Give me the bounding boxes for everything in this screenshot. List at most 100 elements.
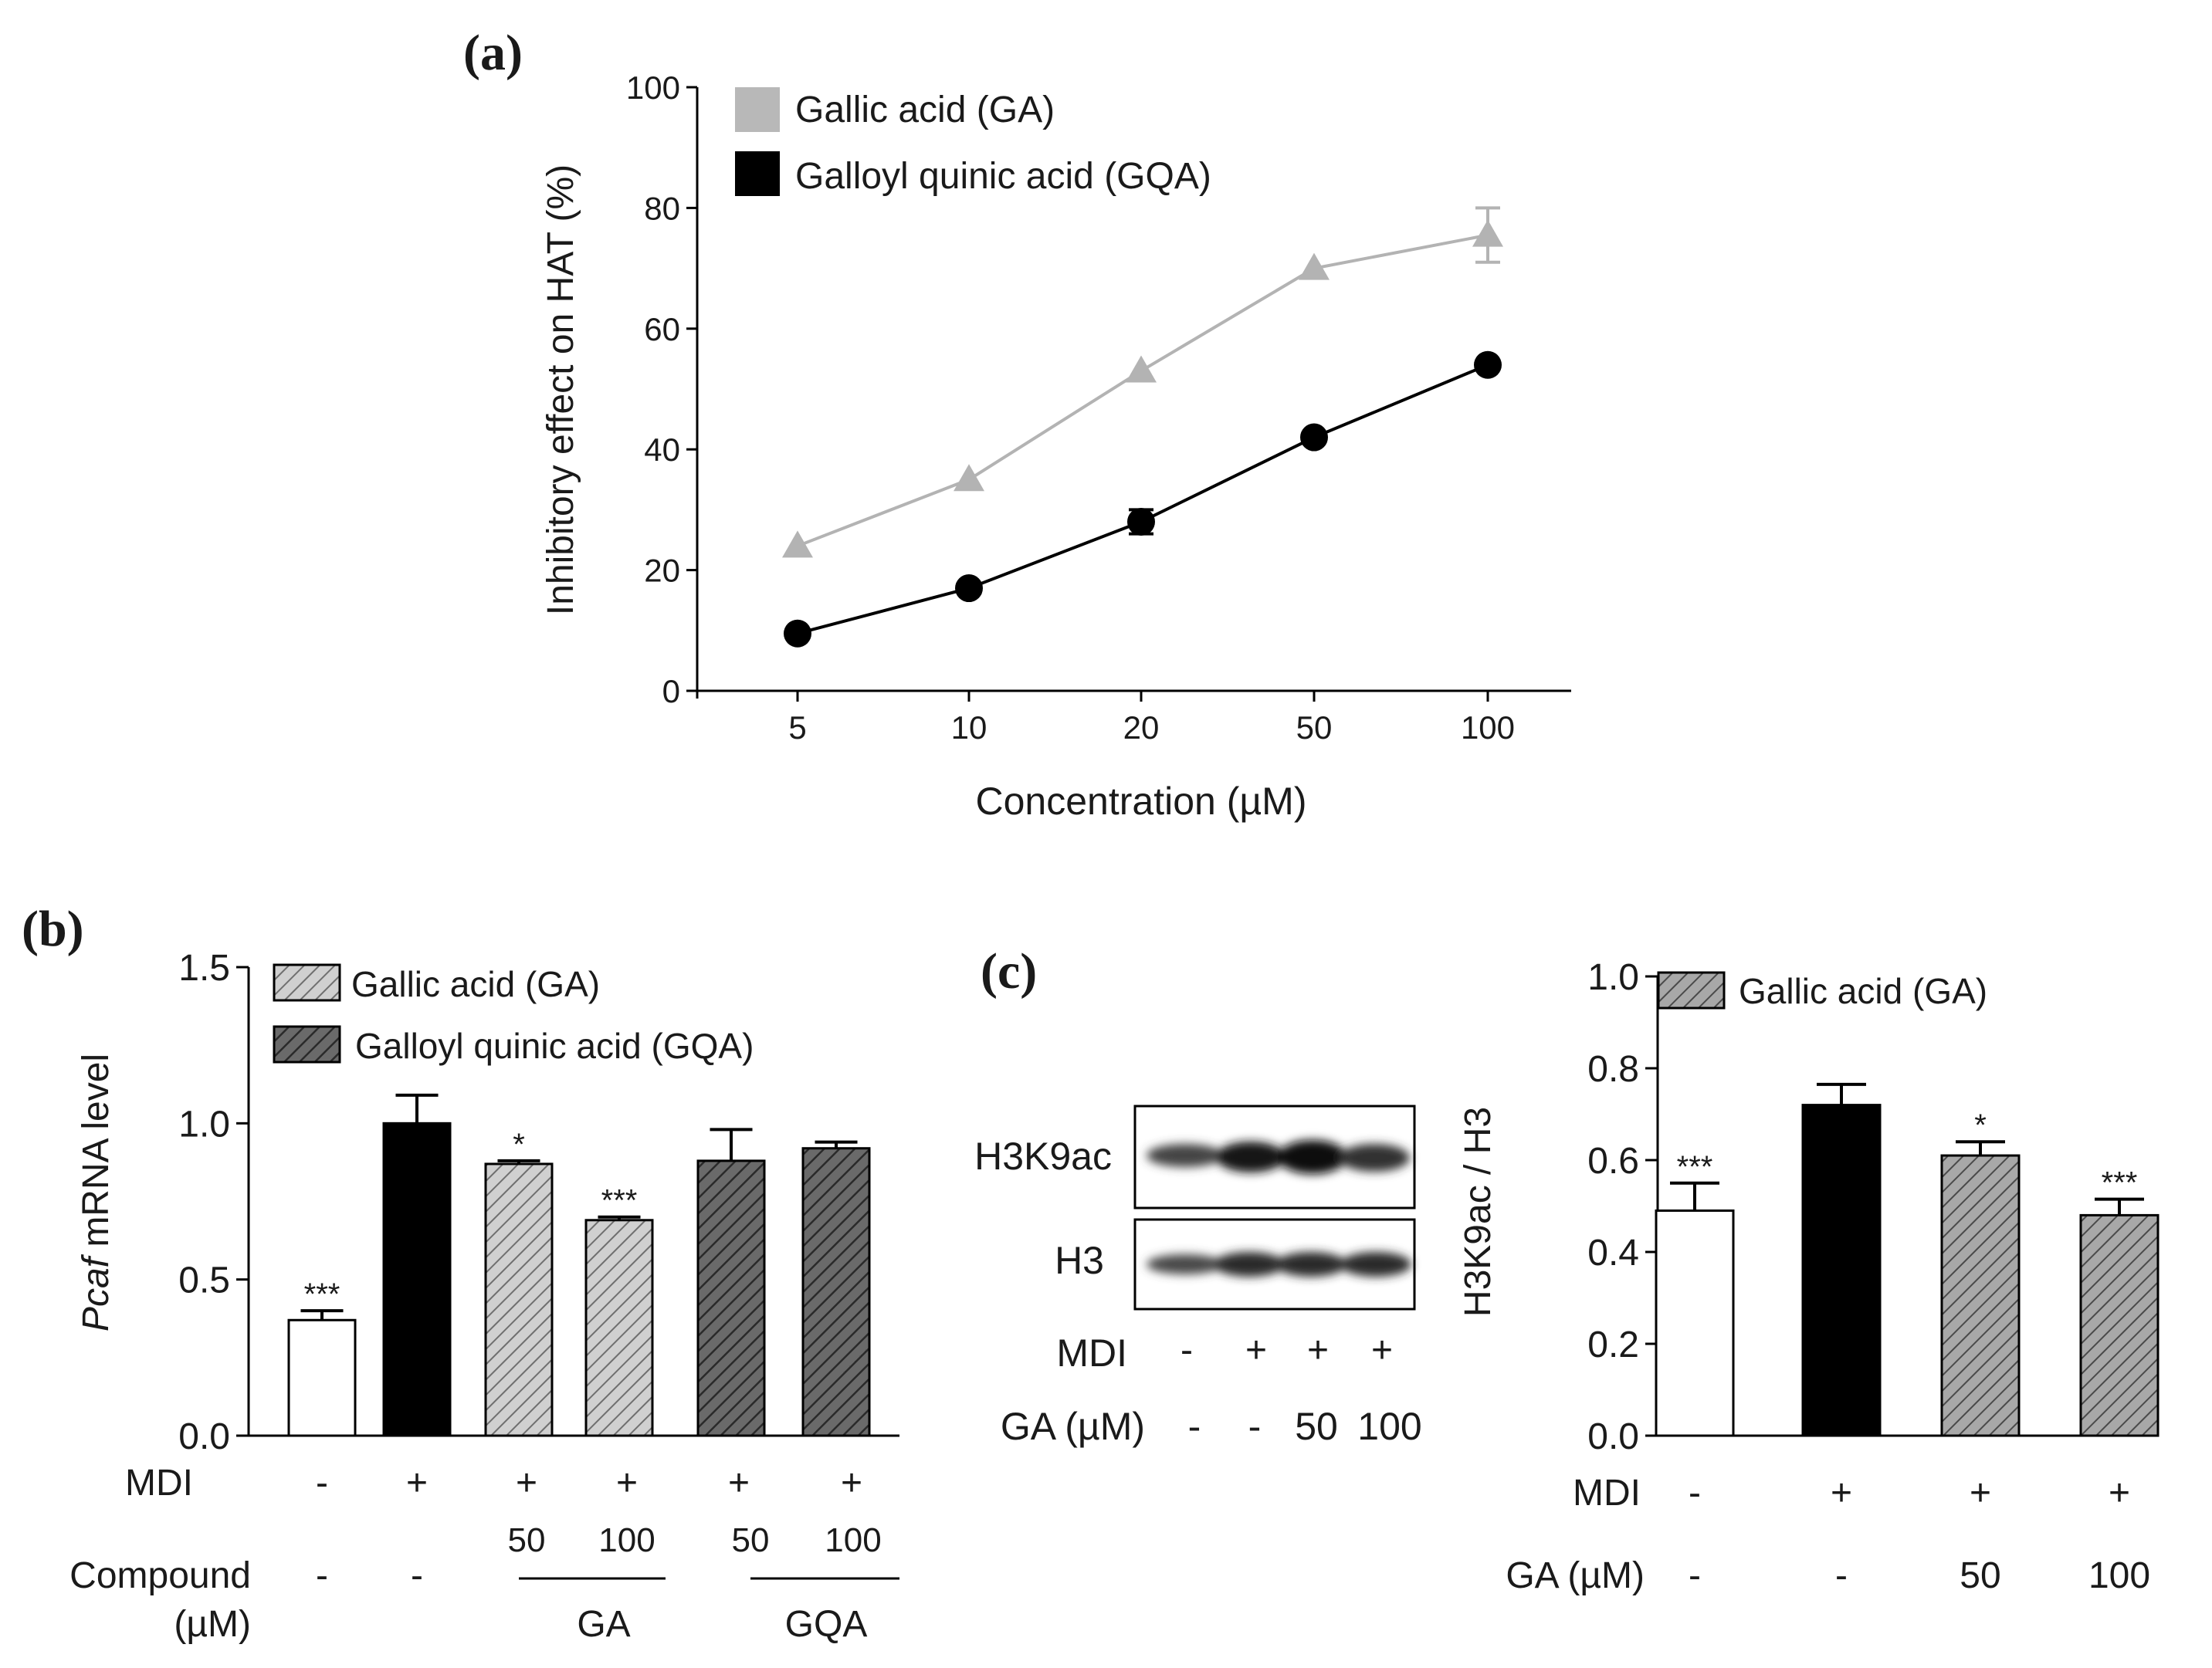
panel-c-legend: Gallic acid (GA) — [1657, 971, 1987, 1011]
blot-ga-value: 100 — [1357, 1405, 1421, 1448]
significance-label: * — [513, 1128, 525, 1162]
x-tick-label: 20 — [1123, 709, 1160, 746]
bar — [484, 1162, 554, 1437]
ga-data-point — [954, 464, 984, 492]
mdi-value: - — [316, 1463, 328, 1504]
mdi-value: + — [1831, 1473, 1852, 1514]
ga-data-point — [1126, 355, 1157, 383]
blot-band — [1339, 1144, 1410, 1172]
y-tick-label: 0.0 — [178, 1416, 230, 1457]
concentration-value: 100 — [825, 1521, 881, 1559]
blot-band — [1147, 1254, 1224, 1274]
significance-label: *** — [1677, 1150, 1713, 1184]
bar — [1655, 1209, 1735, 1437]
panel-b-group-label-ga: GA — [577, 1604, 630, 1645]
panel-a-series — [782, 206, 1503, 648]
panel-c-ga-row-label: GA (µM) — [1506, 1555, 1645, 1596]
ga-value: - — [1835, 1555, 1848, 1596]
y-tick-label: 40 — [644, 431, 680, 468]
ga-value: 50 — [1960, 1555, 2000, 1596]
blot-bands-h3 — [1147, 1252, 1411, 1277]
panel-b-legend: Gallic acid (GA) Galloyl quinic acid (GQ… — [273, 963, 754, 1066]
gqa-data-point — [1300, 423, 1328, 452]
gqa-data-point — [1127, 508, 1155, 536]
panel-c-ga-row: - - 50 100 — [1689, 1555, 2150, 1596]
blot-mdi-value: + — [1307, 1330, 1329, 1371]
ga-data-point — [782, 530, 813, 558]
y-tick-label: 1.0 — [178, 1104, 230, 1145]
bar — [382, 1122, 452, 1437]
significance-label: * — [1974, 1108, 1987, 1142]
legend-label-ga: Gallic acid (GA) — [351, 964, 600, 1004]
y-tick-label: 0.6 — [1587, 1141, 1639, 1182]
y-tick-label: 0.0 — [1587, 1416, 1639, 1457]
panel-a: (a) 0 20 40 60 80 100 5 10 20 50 100 Inhibitory ef… — [463, 25, 1571, 823]
bar — [801, 1147, 871, 1437]
panel-b-concentration-row: 50 100 50 100 — [508, 1521, 882, 1559]
panel-a-ticks: 0 20 40 60 80 100 5 10 20 50 100 — [626, 69, 1515, 746]
blot-band — [1340, 1252, 1411, 1277]
legend-label-ga: Gallic acid (GA) — [1739, 971, 1987, 1011]
bar — [696, 1159, 766, 1437]
blot-band — [1275, 1252, 1347, 1277]
panel-c-y-axis-title: H3K9ac / H3 — [1458, 1107, 1499, 1317]
gqa-series-line — [797, 363, 1489, 635]
blot-mdi-row-label: MDI — [1056, 1331, 1127, 1375]
blot-ga-value: 50 — [1295, 1405, 1338, 1448]
ga-data-point — [1472, 219, 1503, 247]
panel-a-label: (a) — [463, 25, 523, 81]
y-tick-label: 1.5 — [178, 948, 230, 989]
y-tick-label: 1.0 — [1587, 957, 1639, 998]
concentration-value: 50 — [732, 1521, 770, 1559]
gqa-data-point — [1474, 350, 1502, 379]
legend-swatch-gqa — [735, 151, 780, 196]
ga-data-point — [1299, 252, 1330, 280]
panel-c-bars: ******* — [1655, 1082, 2159, 1437]
panel-a-x-axis-title: Concentration (µM) — [976, 780, 1307, 823]
bar — [584, 1219, 654, 1437]
panel-a-y-axis-title: Inhibitory effect on HAT (%) — [540, 164, 581, 615]
bar — [1801, 1104, 1882, 1437]
bar — [2079, 1213, 2159, 1437]
panel-c-mdi-row-label: MDI — [1573, 1473, 1641, 1514]
panel-c-mdi-row: - + + + — [1689, 1473, 2130, 1514]
mdi-value: + — [2109, 1473, 2130, 1514]
bar — [287, 1318, 357, 1437]
mdi-value: + — [1970, 1473, 1991, 1514]
blot-mdi-value: - — [1181, 1330, 1193, 1371]
ga-value: - — [1689, 1555, 1701, 1596]
significance-label: *** — [601, 1184, 638, 1218]
panel-a-axes — [696, 87, 1571, 699]
panel-b-mdi-row-label: MDI — [125, 1463, 193, 1504]
y-tick-label: 0.2 — [1587, 1325, 1639, 1365]
legend-label-gqa: Galloyl quinic acid (GQA) — [355, 1026, 754, 1066]
blot-band — [1214, 1252, 1285, 1277]
mdi-value: + — [616, 1463, 638, 1504]
legend-label-ga: Gallic acid (GA) — [795, 90, 1055, 130]
x-tick-label: 50 — [1296, 709, 1333, 746]
panel-c-ticks: 0.0 0.2 0.4 0.6 0.8 1.0 — [1587, 957, 1658, 1457]
mdi-value: - — [1689, 1473, 1701, 1514]
concentration-value: 100 — [598, 1521, 655, 1559]
blot-band — [1216, 1142, 1286, 1172]
panel-b-ticks: 0.0 0.5 1.0 1.5 — [178, 948, 249, 1457]
blot-ga-row: - - 50 100 — [1188, 1405, 1422, 1448]
y-tick-label: 0.4 — [1587, 1233, 1639, 1274]
y-tick-label: 100 — [626, 69, 680, 106]
x-tick-label: 100 — [1461, 709, 1515, 746]
legend-swatch-ga — [1657, 971, 1726, 1010]
mdi-value: + — [841, 1463, 862, 1504]
panel-b-mdi-row: - + + + + + — [316, 1463, 862, 1504]
gqa-data-point — [784, 619, 811, 648]
panel-b-y-axis-title-rest: mRNA level — [76, 1054, 117, 1257]
y-tick-label: 20 — [644, 553, 680, 589]
panel-a-legend: Gallic acid (GA) Galloyl quinic acid (GQ… — [735, 87, 1211, 197]
legend-swatch-ga — [735, 87, 780, 132]
mdi-value: + — [406, 1463, 428, 1504]
blot-mdi-row: - + + + — [1181, 1330, 1393, 1371]
gqa-data-point — [955, 574, 983, 603]
y-tick-label: 0 — [662, 673, 680, 709]
x-tick-label: 5 — [788, 709, 806, 746]
y-tick-label: 0.5 — [178, 1260, 230, 1301]
